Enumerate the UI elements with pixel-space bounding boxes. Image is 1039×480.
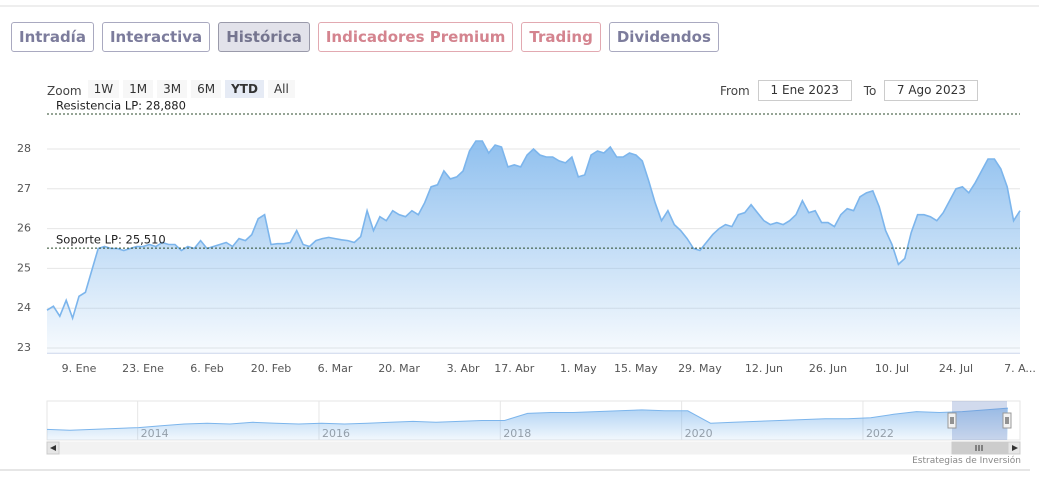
date-range: From 1 Ene 2023 To 7 Ago 2023: [720, 80, 990, 101]
zoom-button[interactable]: 3M: [157, 80, 188, 98]
to-label: To: [863, 83, 877, 98]
x-tick-label: 20. Mar: [378, 362, 420, 375]
arrow: [1012, 445, 1018, 451]
x-tick-label: 23. Ene: [122, 362, 164, 375]
area-fill: [47, 141, 1020, 354]
y-tick-label: 27: [17, 182, 31, 195]
plot-line-label: Resistencia LP: 28,880: [56, 98, 186, 112]
tab[interactable]: Trading: [521, 22, 601, 52]
zoom-button[interactable]: 6M: [191, 80, 222, 98]
zoom-button[interactable]: 1M: [123, 80, 154, 98]
zoom-button[interactable]: 1W: [87, 80, 120, 98]
x-tick-label: 6. Feb: [190, 362, 223, 375]
x-tick-label: 15. May: [614, 362, 658, 375]
zoom-button[interactable]: YTD: [225, 80, 264, 98]
x-tick-label: 29. May: [678, 362, 722, 375]
x-tick-label: 12. Jun: [745, 362, 783, 375]
x-tick-label: 20. Feb: [251, 362, 291, 375]
tab[interactable]: Intradía: [11, 22, 94, 52]
scrollbar-track: [46, 441, 1021, 455]
x-tick-label: 7. A...: [1004, 362, 1036, 375]
to-input[interactable]: 7 Ago 2023: [884, 80, 979, 101]
plot-line-label: Soporte LP: 25,510: [56, 233, 166, 247]
tab-bar: Intradía Interactiva Histórica Indicador…: [11, 22, 719, 52]
tab[interactable]: Indicadores Premium: [317, 22, 514, 52]
y-tick-label: 25: [17, 261, 31, 274]
x-tick-label: 24. Jul: [939, 362, 973, 375]
zoom-button[interactable]: All: [267, 80, 295, 98]
zoom-label: Zoom: [47, 84, 82, 98]
y-tick-label: 26: [17, 222, 31, 235]
y-tick-label: 23: [17, 341, 31, 354]
from-input[interactable]: 1 Ene 2023: [757, 80, 852, 101]
area-line: [46, 140, 1021, 321]
arrow: [50, 445, 56, 451]
tab[interactable]: Dividendos: [608, 22, 719, 52]
x-tick-label: 26. Jun: [809, 362, 847, 375]
tab[interactable]: Histórica: [218, 22, 310, 52]
navigator-handle[interactable]: [1002, 412, 1012, 429]
navigator-handle[interactable]: [947, 412, 957, 429]
navigator-area: [47, 408, 1008, 440]
zoom-bar: Zoom 1W 1M 3M 6M YTD All: [47, 80, 295, 98]
credit: Estrategias de Inversión: [912, 456, 1021, 466]
x-tick-label: 1. May: [560, 362, 597, 375]
navigator-window: [952, 401, 1007, 440]
x-tick-label: 3. Abr: [447, 362, 480, 375]
navigator-line: [46, 407, 1009, 431]
tab[interactable]: Interactiva: [101, 22, 211, 52]
y-tick-label: 24: [17, 301, 31, 314]
x-tick-label: 10. Jul: [875, 362, 909, 375]
x-tick-label: 17. Abr: [494, 362, 534, 375]
x-tick-label: 9. Ene: [62, 362, 97, 375]
from-label: From: [720, 83, 750, 98]
y-tick-label: 28: [17, 142, 31, 155]
x-tick-label: 6. Mar: [318, 362, 353, 375]
